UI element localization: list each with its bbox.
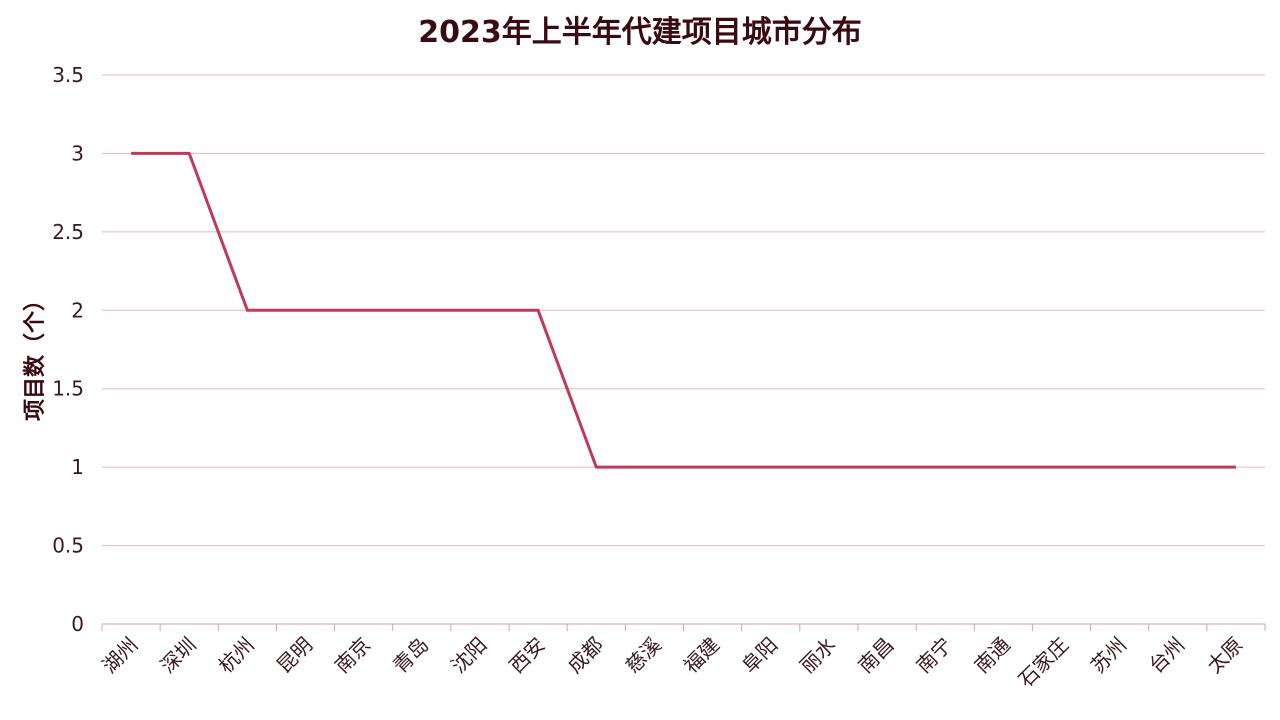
x-tick-label: 太原 — [1202, 633, 1247, 678]
y-tick-label: 1 — [71, 455, 84, 479]
y-tick-label: 1.5 — [52, 377, 84, 401]
y-axis-label: 项目数（个） — [22, 289, 48, 421]
x-tick-label: 石家庄 — [1014, 633, 1073, 692]
x-tick-label: 慈溪 — [621, 633, 666, 678]
x-tick-label: 苏州 — [1086, 633, 1131, 678]
x-tick-label: 湖州 — [97, 633, 142, 678]
x-tick-label: 青岛 — [388, 633, 433, 678]
x-axis — [101, 623, 1266, 631]
x-tick-labels: 湖州 深圳 杭州 昆明 南京 青岛 沈阳 西安 成都 慈溪 福建 阜阳 丽水 南昌 南宁 南通石家庄 苏州 台州太… — [97, 633, 1247, 692]
series-layer — [131, 151, 1236, 469]
x-tick-label: 西安 — [504, 633, 549, 678]
y-tick-label: 3 — [71, 141, 84, 165]
x-tick-label: 沈阳 — [446, 633, 491, 678]
y-tick-label: 3.5 — [52, 63, 84, 87]
x-tick-label: 丽水 — [795, 633, 840, 678]
x-tick-label: 南宁 — [911, 633, 956, 678]
y-tick-label: 2 — [71, 298, 84, 322]
x-tick-label: 南通 — [970, 633, 1015, 678]
series-line — [131, 151, 1236, 469]
y-tick-label: 0.5 — [52, 534, 84, 558]
chart-title: 2023年上半年代建项目城市分布 — [418, 15, 862, 50]
x-tick-label: 成都 — [563, 633, 608, 678]
y-tick-label: 0 — [71, 612, 84, 636]
x-tick-label: 福建 — [679, 633, 724, 678]
x-tick-label: 杭州 — [214, 633, 259, 678]
x-tick-label: 昆明 — [272, 633, 317, 678]
x-tick-label: 阜阳 — [737, 633, 782, 678]
x-tick-label: 台州 — [1144, 633, 1189, 678]
x-tick-label: 南京 — [330, 633, 375, 678]
y-tick-labels: 0 0.5 1 1.5 2 2.5 3 3.5 — [52, 63, 84, 636]
x-tick-label: 南昌 — [853, 633, 898, 678]
x-tick-label: 深圳 — [156, 633, 201, 678]
y-tick-label: 2.5 — [52, 220, 84, 244]
